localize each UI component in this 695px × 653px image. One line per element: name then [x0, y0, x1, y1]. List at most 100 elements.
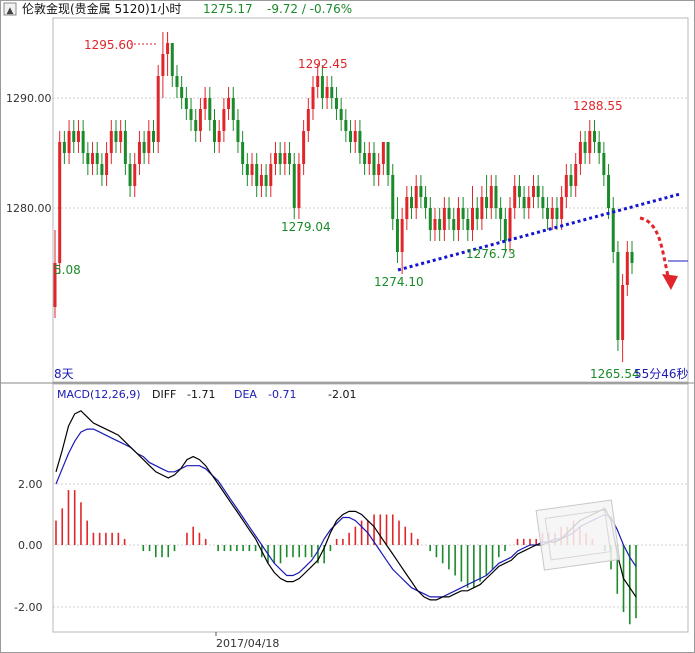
candle-body — [616, 252, 620, 340]
candle-body — [513, 186, 517, 208]
candle-body — [255, 164, 259, 186]
candle-body — [447, 208, 451, 219]
candle-body — [278, 153, 282, 164]
candle-body — [292, 164, 296, 208]
macd-y-tick-2: 2.00 — [18, 478, 43, 491]
candle-body — [433, 219, 437, 230]
candle-body — [428, 208, 432, 230]
candle-body — [391, 175, 395, 219]
candle-body — [424, 197, 428, 208]
candle-body — [452, 219, 456, 230]
candle-body — [283, 153, 287, 164]
candle-body — [381, 142, 385, 164]
candle-body — [621, 285, 625, 340]
candle-body — [531, 186, 535, 197]
candle-body — [166, 43, 170, 54]
candle-body — [147, 131, 151, 153]
candle-body — [273, 153, 277, 164]
candle-body — [203, 98, 207, 109]
candle-body — [325, 87, 329, 98]
candle-body — [414, 186, 418, 208]
candle-body — [170, 43, 174, 76]
candle-body — [438, 219, 442, 230]
scroll-button[interactable] — [3, 2, 17, 16]
candle-body — [405, 197, 409, 219]
candle-body — [541, 197, 545, 208]
candle-body — [550, 208, 554, 219]
candle-body — [372, 153, 376, 175]
candle-body — [67, 131, 71, 153]
candle-body — [311, 87, 315, 109]
candle-body — [128, 164, 132, 186]
candle-body — [494, 186, 498, 208]
candle-body — [611, 208, 615, 252]
candle-body — [95, 153, 99, 164]
candle-body — [137, 142, 141, 164]
candle-body — [419, 186, 423, 197]
candle-body — [316, 76, 320, 87]
candle-body — [250, 164, 254, 175]
candle-body — [334, 98, 338, 109]
candle-body — [602, 153, 606, 175]
low-label-2: 1274.10 — [374, 275, 424, 289]
candle-body — [555, 208, 559, 219]
countdown-label: 55分46秒 — [634, 367, 689, 381]
candle-body — [377, 164, 381, 175]
candle-body — [194, 120, 198, 131]
candle-body — [76, 131, 80, 142]
forecast-arrow — [639, 216, 670, 277]
candle-body — [349, 131, 353, 142]
candle-body — [53, 263, 57, 307]
candle-body — [527, 197, 531, 208]
candle-body — [466, 219, 470, 230]
trend-line — [397, 192, 681, 272]
candle-body — [114, 131, 118, 142]
candle-body — [560, 197, 564, 219]
candle-body — [456, 208, 460, 230]
candle-body — [156, 76, 160, 142]
candle-body — [517, 186, 521, 197]
candle-body — [198, 109, 202, 131]
candle-body — [564, 175, 568, 197]
candle-body — [208, 98, 212, 120]
candle-body — [400, 219, 404, 252]
candle-body — [358, 131, 362, 153]
candle-body — [536, 186, 540, 197]
macd-diff-label: DIFF — [152, 388, 176, 401]
candle-body — [344, 120, 348, 131]
candle-body — [522, 197, 526, 208]
candle-body — [546, 208, 550, 219]
y-tick-1290: 1290.00 — [6, 92, 52, 105]
price-panel — [52, 17, 689, 383]
high-label-3: 1288.55 — [573, 99, 623, 113]
candle-body — [91, 153, 95, 164]
candle-body — [231, 98, 235, 120]
diff-line — [55, 410, 637, 601]
macd-panel — [52, 383, 689, 633]
candle-body — [480, 197, 484, 219]
candlestick-series — [53, 32, 634, 362]
scroll-up-icon: ▲ — [7, 6, 14, 16]
candle-body — [236, 120, 240, 142]
y-tick-1280: 1280.00 — [6, 202, 52, 215]
candle-body — [86, 153, 90, 164]
instrument-title: 伦敦金现(贵金属 5120)1小时 — [22, 1, 181, 16]
candle-body — [630, 252, 634, 263]
candle-body — [574, 164, 578, 186]
candle-body — [320, 76, 324, 98]
candle-body — [81, 131, 85, 153]
candle-body — [471, 208, 475, 230]
candle-body — [180, 87, 184, 98]
left-cut-label: 5.08 — [54, 263, 81, 277]
macd-dea-label: DEA — [234, 388, 257, 401]
candle-body — [578, 142, 582, 164]
candle-body — [58, 142, 62, 263]
macd-diff-value: -1.71 — [187, 388, 215, 401]
candle-body — [217, 131, 221, 142]
candle-body — [62, 142, 66, 153]
candle-body — [297, 164, 301, 208]
candle-body — [583, 142, 587, 153]
candle-body — [330, 87, 334, 98]
candle-body — [175, 76, 179, 87]
candle-body — [72, 131, 76, 142]
